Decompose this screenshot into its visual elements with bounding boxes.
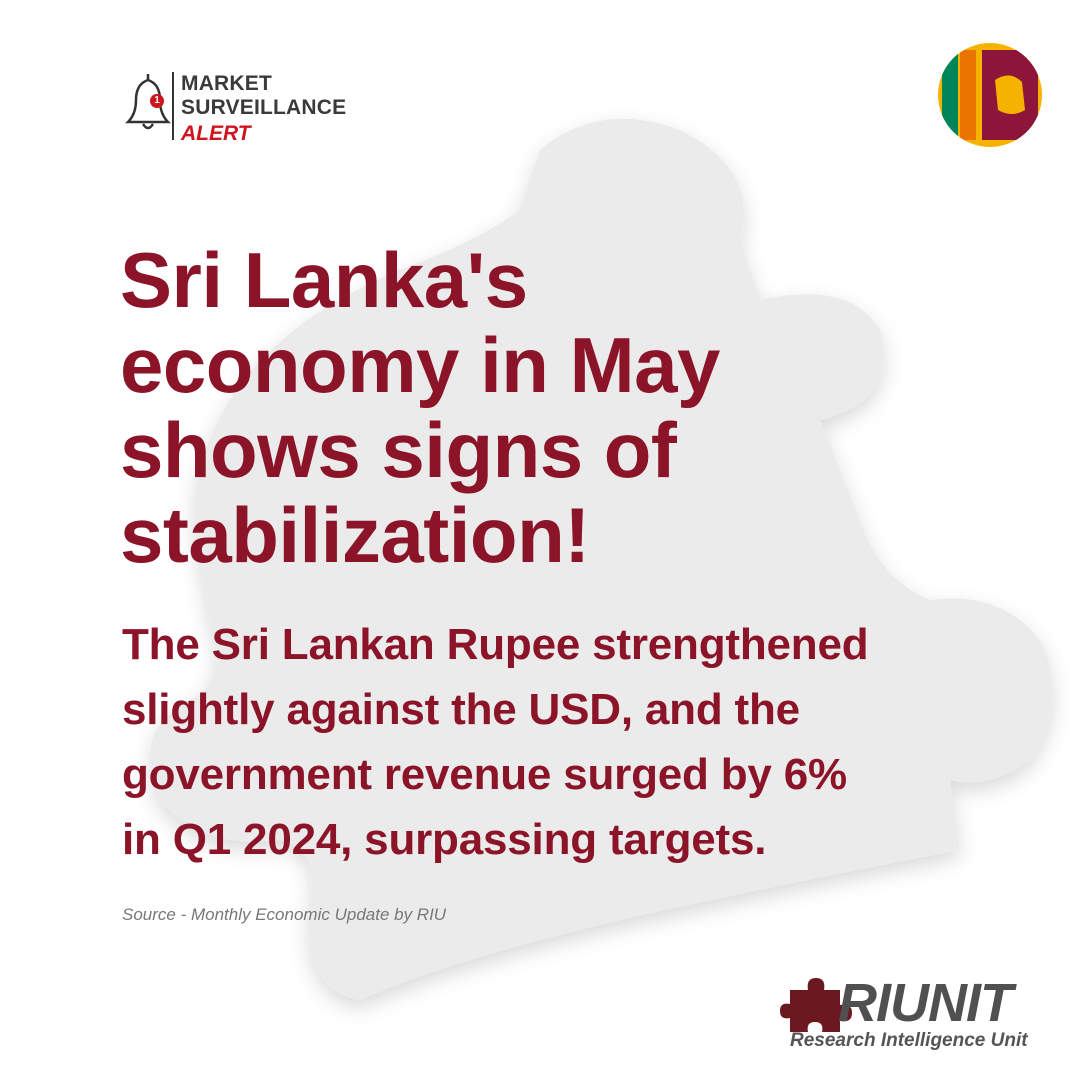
headline-line: shows signs of <box>120 406 677 494</box>
puzzle-background <box>150 118 1053 1000</box>
alert-label: ALERT <box>181 122 251 145</box>
logo-icon <box>780 978 852 1032</box>
logo-name: RIUNIT <box>838 973 1013 1033</box>
header-line: SURVEILLANCE <box>181 96 347 119</box>
headline-line: Sri Lanka's <box>120 236 528 324</box>
sri-lanka-flag <box>938 43 1042 147</box>
body-line: government revenue surged by 6% <box>122 750 847 799</box>
source-note: Source - Monthly Economic Update by RIU <box>122 905 447 924</box>
headline-line: economy in May <box>120 321 720 409</box>
body-line: in Q1 2024, surpassing targets. <box>122 815 767 864</box>
logo-subtitle: Research Intelligence Unit <box>790 1030 1028 1051</box>
body-line: slightly against the USD, and the <box>122 685 800 734</box>
bell-icon <box>124 74 172 130</box>
body-line: The Sri Lankan Rupee strengthened <box>122 620 869 669</box>
header-line: MARKET <box>181 72 273 95</box>
notification-badge: 1 <box>150 94 164 108</box>
headline-line: stabilization! <box>120 491 590 579</box>
